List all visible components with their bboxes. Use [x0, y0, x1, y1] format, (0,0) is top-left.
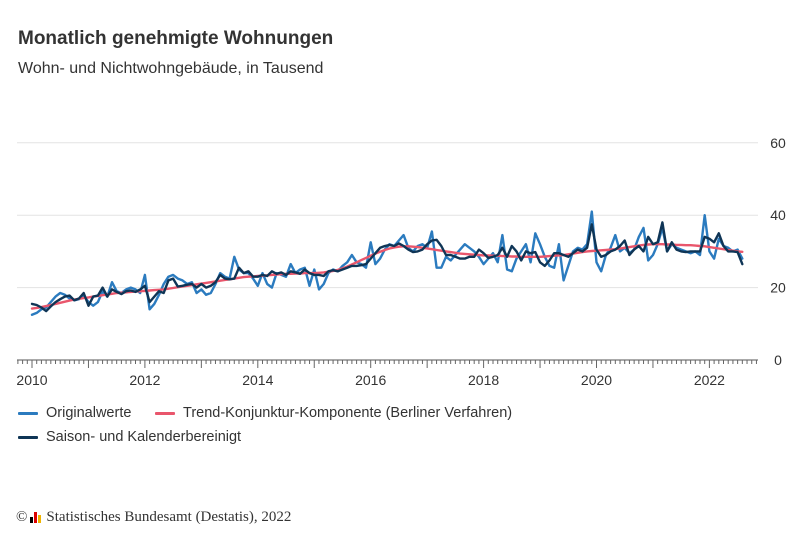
series-line-saisonbereinigt: [30, 221, 744, 313]
y-tick-label: 20: [770, 280, 786, 296]
legend-item-originalwerte[interactable]: Originalwerte: [18, 405, 131, 421]
source-text: Statistisches Bundesamt (Destatis), 2022: [46, 509, 292, 525]
source-credit: © Statistisches Bundesamt (Destatis), 20…: [16, 509, 291, 526]
line-chart: 0 20 40 60 2010 2012 2014 2016 2018 2020 2022: [16, 135, 786, 388]
y-tick-label: 60: [770, 135, 786, 151]
destatis-logo-icon: [30, 512, 42, 523]
legend-swatch-trend: [155, 411, 175, 415]
y-tick-label: 40: [770, 207, 786, 223]
x-tick-label: 2016: [355, 372, 386, 388]
x-tick-label: 2018: [468, 372, 499, 388]
y-tick-label: 0: [774, 352, 782, 368]
series-line-trend-konjunktur: [30, 243, 744, 310]
x-tick-label: 2022: [694, 372, 725, 388]
x-tick-label: 2014: [242, 372, 273, 388]
x-tick-label: 2012: [129, 372, 160, 388]
legend-item-trend[interactable]: Trend-Konjunktur-Komponente (Berliner Ve…: [155, 405, 512, 421]
legend-swatch-saisonbereinigt: [18, 435, 38, 439]
chart-title: Monatlich genehmigte Wohnungen: [18, 28, 334, 49]
legend-label: Trend-Konjunktur-Komponente (Berliner Ve…: [183, 405, 513, 421]
legend-label: Originalwerte: [46, 405, 132, 421]
series-line-originalwerte: [30, 210, 744, 316]
x-tick-label: 2020: [581, 372, 612, 388]
copyright-symbol: ©: [16, 509, 28, 525]
chart-subtitle: Wohn- und Nichtwohngebäude, in Tausend: [18, 60, 324, 77]
legend-item-saisonbereinigt[interactable]: Saison- und Kalenderbereinigt: [18, 429, 241, 445]
x-tick-label: 2010: [16, 372, 47, 388]
legend-label: Saison- und Kalenderbereinigt: [46, 429, 242, 445]
legend-swatch-originalwerte: [18, 411, 38, 415]
